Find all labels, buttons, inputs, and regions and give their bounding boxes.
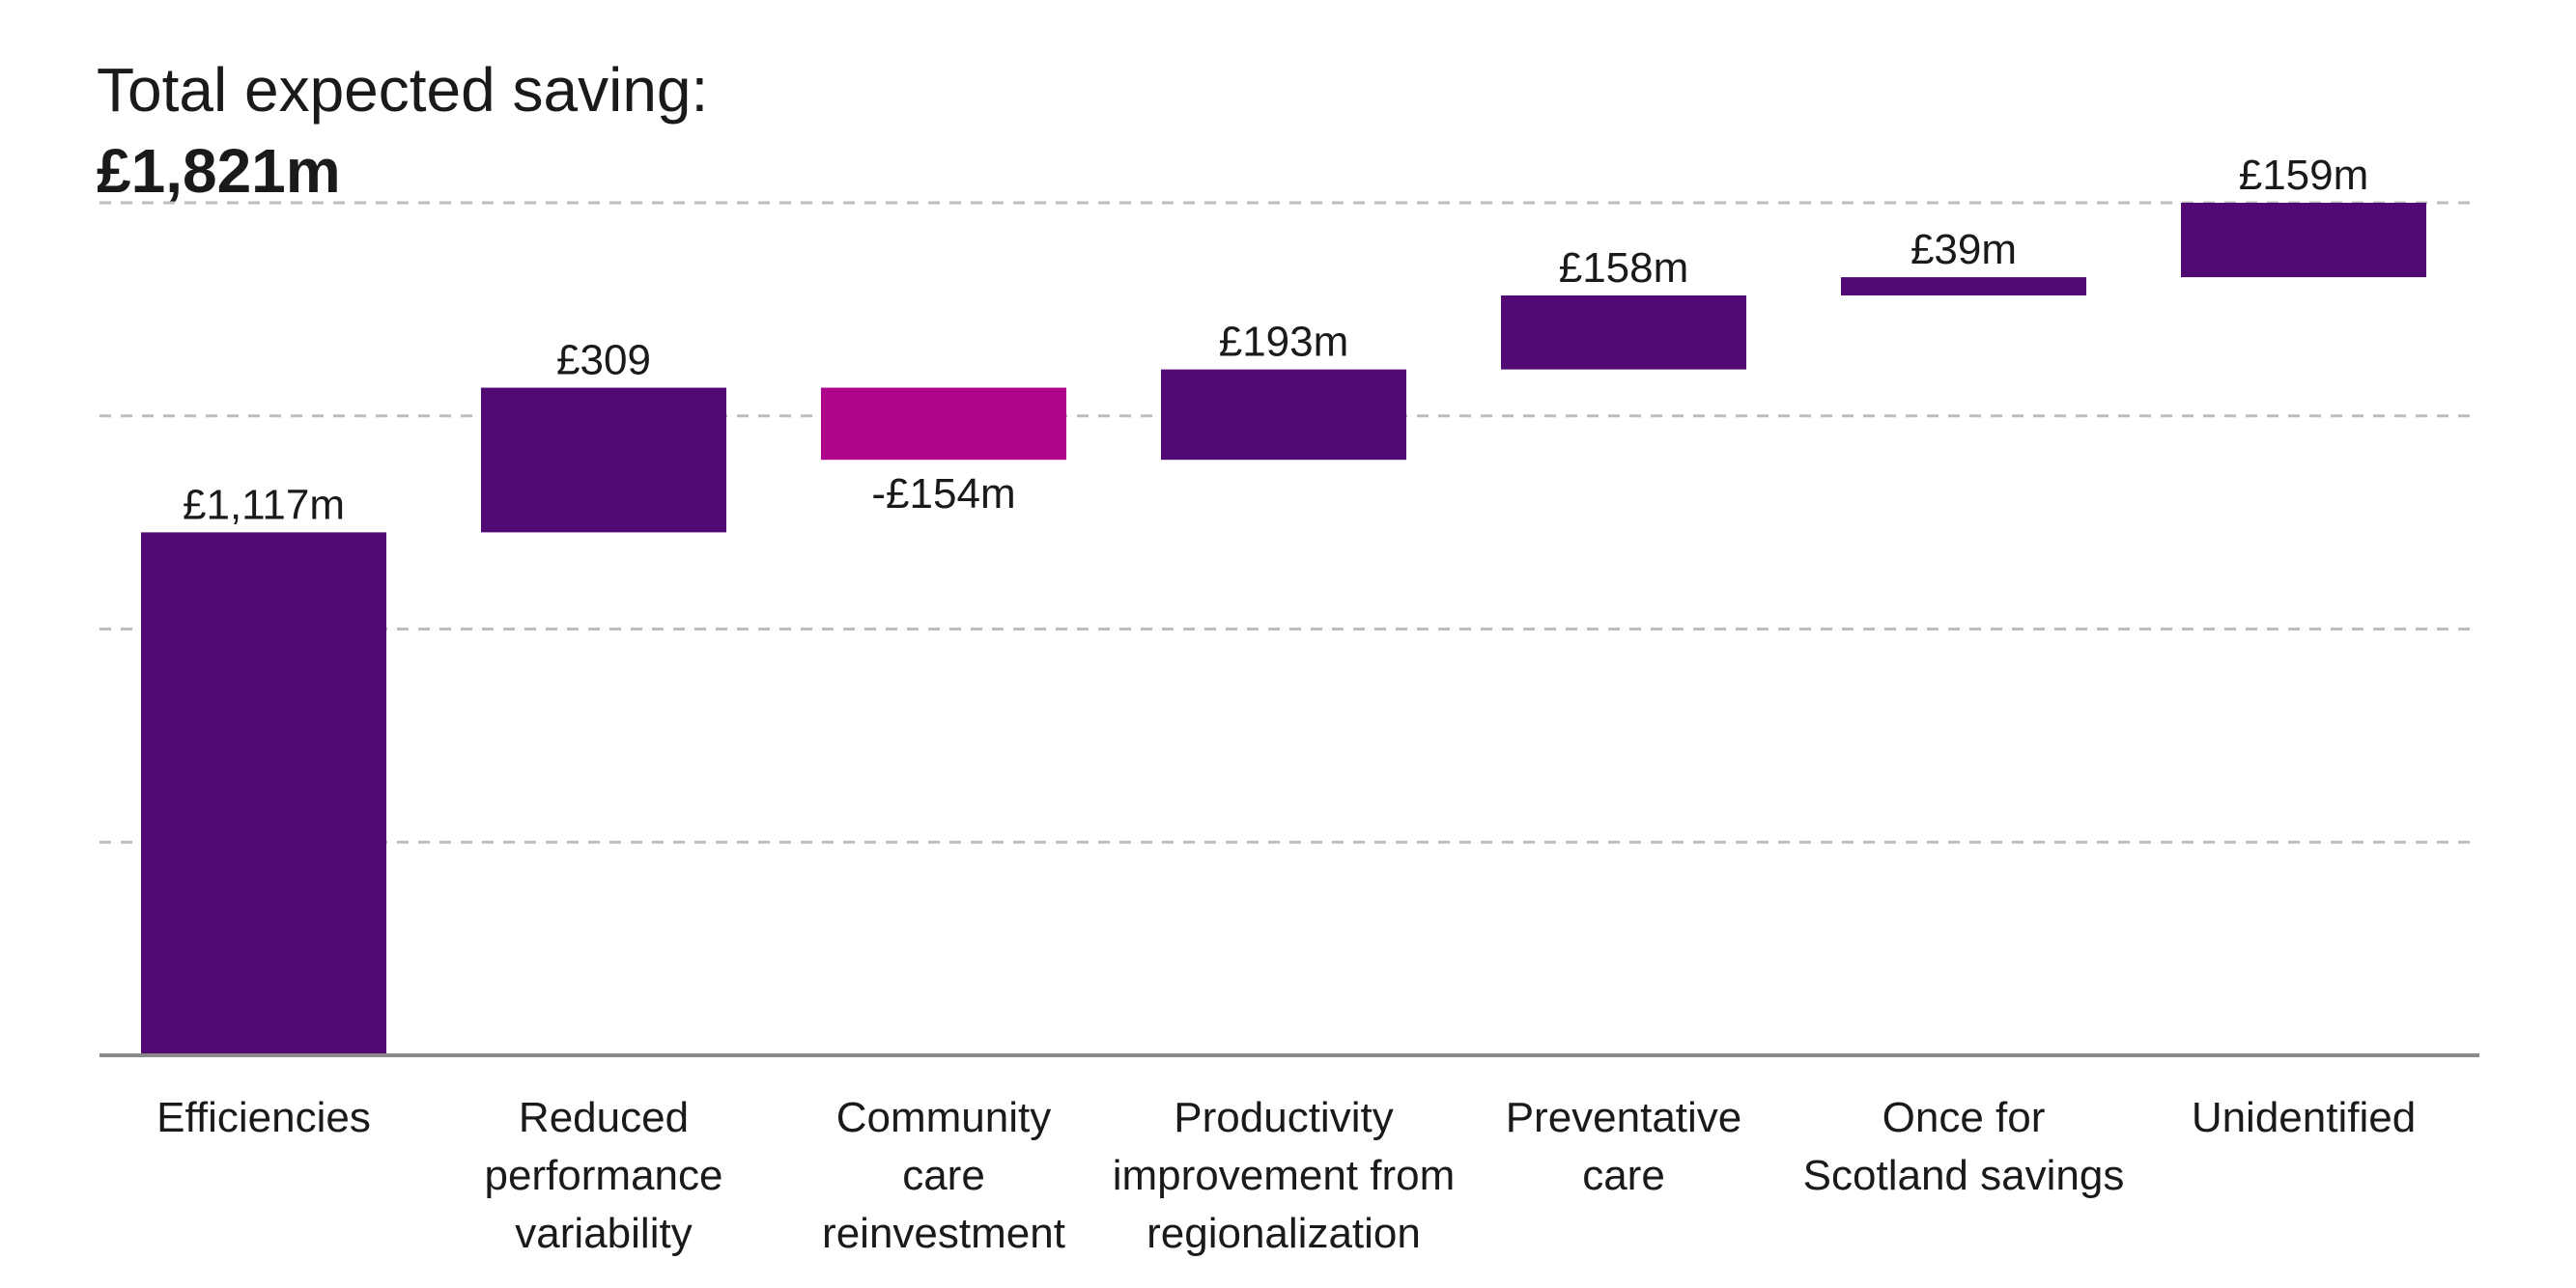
data-label: £309 xyxy=(556,337,651,384)
category-tick-label: Scotland savings xyxy=(1803,1152,2125,1199)
waterfall-bar xyxy=(1161,369,1406,461)
category-tick-label: care xyxy=(902,1152,985,1199)
waterfall-bar xyxy=(1501,295,1746,370)
waterfall-bar xyxy=(1841,277,2086,296)
category-tick-label: regionalization xyxy=(1146,1210,1421,1257)
category-tick-label: Unidentified xyxy=(2192,1094,2416,1141)
data-label: £39m xyxy=(1911,226,2017,273)
data-label: £193m xyxy=(1219,319,1349,366)
waterfall-bar xyxy=(821,387,1066,461)
waterfall-bar xyxy=(481,387,726,533)
waterfall-bar xyxy=(141,532,386,1055)
data-label: £1,117m xyxy=(183,481,345,528)
data-label: £158m xyxy=(1559,244,1689,292)
category-tick-label: Reduced xyxy=(519,1094,689,1141)
category-tick-label: Efficiencies xyxy=(156,1094,371,1141)
chart-title: Total expected saving: xyxy=(97,55,709,125)
category-tick-label: reinvestment xyxy=(822,1210,1065,1257)
category-tick-label: Preventative xyxy=(1506,1094,1742,1141)
data-label: -£154m xyxy=(871,470,1015,518)
category-tick-label: performance xyxy=(484,1152,722,1199)
category-tick-label: variability xyxy=(515,1210,692,1257)
category-tick-label: Community xyxy=(836,1094,1052,1141)
waterfall-bar xyxy=(2181,203,2426,278)
chart-subtitle-total: £1,821m xyxy=(97,136,341,206)
category-tick-label: improvement from xyxy=(1113,1152,1456,1199)
category-tick-label: care xyxy=(1582,1152,1665,1199)
category-tick-label: Once for xyxy=(1882,1094,2046,1141)
category-tick-label: Productivity xyxy=(1174,1094,1393,1141)
data-label: £159m xyxy=(2239,152,2369,199)
